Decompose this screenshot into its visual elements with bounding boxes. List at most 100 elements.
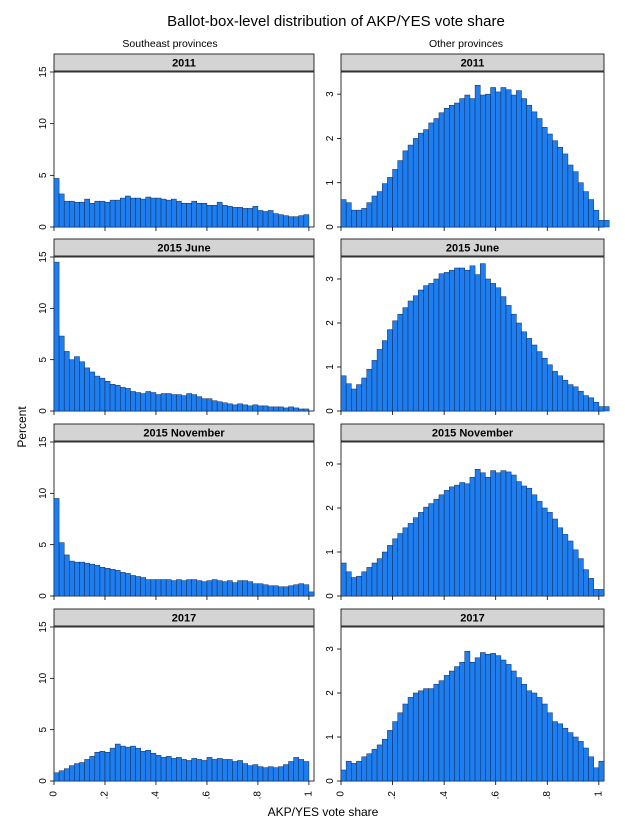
histogram-bar xyxy=(382,183,388,228)
histogram-bar xyxy=(351,577,357,597)
panel-header xyxy=(340,608,605,627)
panel-southeast-2015-june: 2015 June 0 5 10 15 xyxy=(38,238,315,415)
histogram-bar xyxy=(382,340,388,412)
histogram-bar xyxy=(500,87,507,228)
y-tick-label: 5 xyxy=(38,541,49,547)
panel-title: 2011 xyxy=(172,58,196,70)
histogram-bar xyxy=(232,404,238,412)
histogram-bar xyxy=(191,579,197,597)
histogram-bar xyxy=(474,469,481,597)
histogram-bar xyxy=(526,338,533,412)
histogram-bar xyxy=(278,586,284,597)
histogram-bar xyxy=(63,351,70,412)
histogram-bar xyxy=(181,759,187,782)
histogram-bar xyxy=(94,375,101,412)
histogram-bar xyxy=(593,767,600,782)
histogram-bar xyxy=(351,209,357,228)
histogram-bar xyxy=(257,766,264,782)
panel-southeast-2011: 2011 0 5 10 15 xyxy=(38,53,315,231)
histogram-bar xyxy=(227,206,233,228)
histogram-bar xyxy=(541,703,548,782)
histogram-bar xyxy=(53,261,60,412)
histogram-bar xyxy=(221,759,228,782)
histogram-bar xyxy=(114,199,121,228)
histogram-bar xyxy=(150,392,157,412)
histogram-bar xyxy=(206,205,213,228)
histogram-bar xyxy=(536,501,543,597)
histogram-bar xyxy=(392,538,398,597)
histogram-bar xyxy=(288,216,294,228)
histogram-bar xyxy=(376,349,383,412)
histogram-bar xyxy=(603,406,610,412)
histogram-bar xyxy=(387,730,393,782)
histogram-bar xyxy=(135,576,141,597)
panel-other-2015-november: 2015 November 0 1 2 3 xyxy=(325,423,605,600)
histogram-bar xyxy=(356,575,362,597)
histogram-bar xyxy=(201,398,208,412)
panel-southeast-2015-november: 2015 November 0 5 10 15 xyxy=(38,423,315,600)
histogram-bar xyxy=(583,569,589,597)
histogram-bar xyxy=(361,756,368,782)
histogram-bar xyxy=(428,122,435,228)
histogram-bar xyxy=(469,661,476,782)
x-tick-label: .6 xyxy=(490,791,501,800)
histogram-bar xyxy=(135,392,141,412)
histogram-bar xyxy=(79,561,85,597)
y-tick-label: 10 xyxy=(38,302,49,314)
histogram-bar xyxy=(53,178,60,228)
histogram-bar xyxy=(423,285,429,412)
histogram-bar xyxy=(94,200,101,228)
histogram-bar xyxy=(171,198,177,228)
histogram-bar xyxy=(382,551,388,597)
histogram-bar xyxy=(469,265,476,412)
histogram-bar xyxy=(397,313,404,412)
histogram-bar xyxy=(464,269,471,412)
histogram-bar xyxy=(479,94,486,228)
histogram-bar xyxy=(303,408,310,412)
histogram-bar xyxy=(89,371,96,412)
histogram-bar xyxy=(150,579,157,597)
histogram-bar xyxy=(536,118,543,228)
panel-header xyxy=(53,53,315,72)
histogram-bar xyxy=(303,584,310,597)
histogram-bar xyxy=(288,585,294,597)
histogram-bar xyxy=(99,750,106,782)
y-tick-label: 0 xyxy=(325,224,336,230)
y-tick-label: 0 xyxy=(38,593,49,599)
y-tick-label: 3 xyxy=(325,461,336,467)
histogram-bar xyxy=(262,584,269,597)
histogram-bar xyxy=(407,300,414,412)
histogram-bar xyxy=(130,575,136,597)
histogram-bar xyxy=(366,202,373,228)
histogram-bar xyxy=(176,757,182,782)
panel-title: 2015 June xyxy=(446,243,499,255)
histogram-bar xyxy=(74,201,80,228)
panel-header xyxy=(340,238,605,257)
histogram-bar xyxy=(89,202,96,228)
y-tick-label: 1 xyxy=(325,179,336,185)
histogram-bar xyxy=(572,549,579,597)
histogram-bar xyxy=(552,518,558,597)
histogram-bar xyxy=(69,359,75,412)
histogram-bar xyxy=(454,267,460,412)
histogram-bar xyxy=(438,112,445,228)
histogram-bar xyxy=(84,562,90,597)
histogram-bar xyxy=(531,494,538,597)
x-tick-label: 1 xyxy=(593,791,604,797)
histogram-bar xyxy=(227,403,233,412)
histogram-bar xyxy=(598,589,605,597)
histogram-bar xyxy=(598,406,605,412)
histogram-bar xyxy=(443,675,450,782)
histogram-bar xyxy=(206,757,213,782)
histogram-bar xyxy=(479,652,486,782)
histogram-bar xyxy=(262,211,269,228)
histogram-bar xyxy=(454,102,460,228)
histogram-bar xyxy=(237,580,243,597)
y-tick-label: 0 xyxy=(38,408,49,414)
histogram-bar xyxy=(283,586,289,597)
panel-other-2017: 2017 0 1 2 3 0 .2 .4 .6 .8 1 xyxy=(325,608,605,800)
histogram-bar xyxy=(351,388,357,412)
histogram-bar xyxy=(526,690,533,782)
histogram-bar xyxy=(567,732,574,782)
histogram-bar xyxy=(366,368,373,412)
